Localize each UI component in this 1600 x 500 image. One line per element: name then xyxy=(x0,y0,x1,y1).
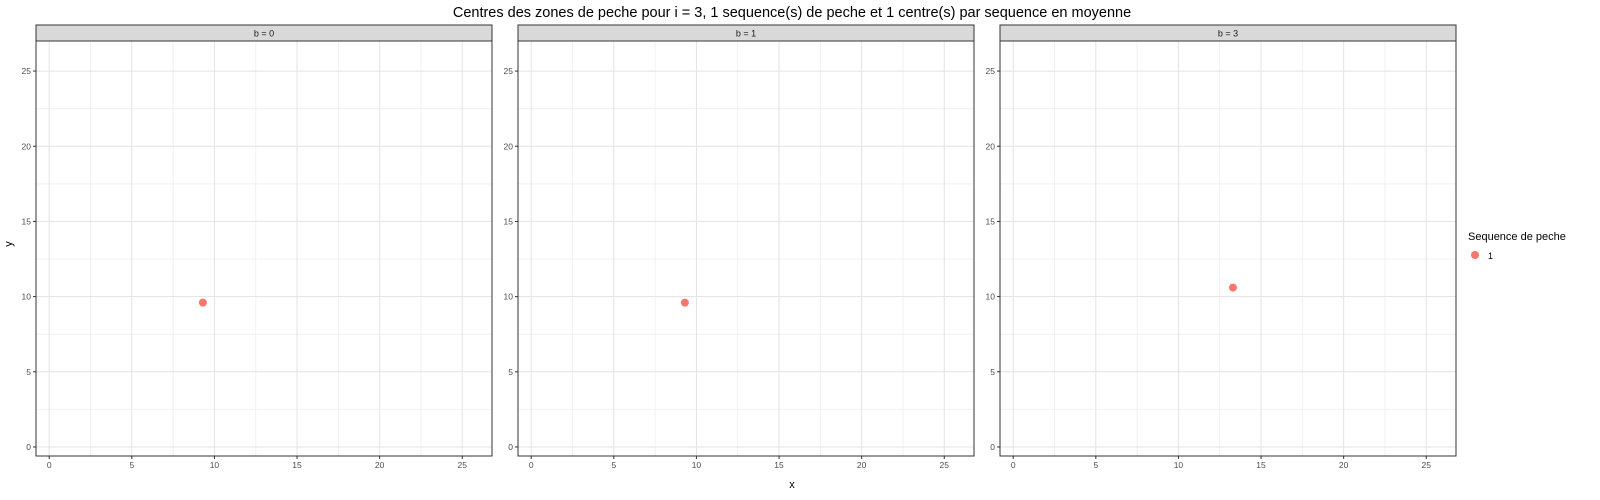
y-tick-label: 0 xyxy=(508,442,513,452)
chart-title: Centres des zones de peche pour i = 3, 1… xyxy=(453,5,1131,21)
legend-title: Sequence de peche xyxy=(1468,231,1566,243)
data-point xyxy=(198,298,207,307)
y-tick-label: 5 xyxy=(990,367,995,377)
x-tick-label: 0 xyxy=(47,460,52,470)
x-tick-label: 25 xyxy=(1422,460,1432,470)
x-tick-label: 15 xyxy=(1256,460,1266,470)
x-tick-label: 20 xyxy=(1339,460,1349,470)
y-tick-label: 15 xyxy=(986,216,996,226)
x-tick-label: 20 xyxy=(375,460,385,470)
facet-strip-label: b = 3 xyxy=(1218,29,1238,39)
facet-panels: b = 0 0 5 10 15 20 25 0 5 10 15 20 25 b = 1 0 5 10 15 20 25… xyxy=(22,24,1457,470)
x-tick-label: 15 xyxy=(292,460,302,470)
x-tick-label: 25 xyxy=(940,460,950,470)
y-tick-label: 15 xyxy=(22,216,32,226)
facet-strip-label: b = 0 xyxy=(254,29,274,39)
y-tick-label: 25 xyxy=(504,66,514,76)
panel-border xyxy=(35,40,493,457)
y-tick-label: 10 xyxy=(22,292,32,302)
plot-background xyxy=(36,41,492,456)
y-tick-label: 10 xyxy=(504,292,514,302)
facet-panel: b = 1 0 5 10 15 20 25 0 5 10 15 20 25 xyxy=(504,24,975,470)
x-tick-label: 0 xyxy=(529,460,534,470)
plot-background xyxy=(1000,41,1456,456)
data-point xyxy=(1228,283,1237,292)
y-tick-label: 0 xyxy=(990,442,995,452)
legend-entries: 1 xyxy=(1471,251,1493,261)
x-axis-label: x xyxy=(789,479,795,491)
y-tick-label: 5 xyxy=(26,367,31,377)
data-point xyxy=(680,298,689,307)
x-tick-label: 20 xyxy=(857,460,867,470)
y-tick-label: 20 xyxy=(22,141,32,151)
y-tick-label: 25 xyxy=(22,66,32,76)
facet-panel: b = 3 0 5 10 15 20 25 0 5 10 15 20 25 xyxy=(986,24,1457,470)
facet-panel: b = 0 0 5 10 15 20 25 0 5 10 15 20 25 xyxy=(22,24,493,470)
panel-border xyxy=(517,40,975,457)
x-tick-label: 0 xyxy=(1011,460,1016,470)
y-tick-label: 0 xyxy=(26,442,31,452)
x-tick-label: 5 xyxy=(1093,460,1098,470)
legend: Sequence de peche 1 xyxy=(1468,231,1566,261)
plot-background xyxy=(518,41,974,456)
x-tick-label: 15 xyxy=(774,460,784,470)
legend-key xyxy=(1471,251,1479,259)
x-tick-label: 10 xyxy=(210,460,220,470)
x-tick-label: 5 xyxy=(611,460,616,470)
y-tick-label: 15 xyxy=(504,216,514,226)
y-tick-label: 10 xyxy=(986,292,996,302)
y-axis-label: y xyxy=(3,241,15,247)
legend-entry-label: 1 xyxy=(1488,251,1493,261)
x-tick-label: 10 xyxy=(692,460,702,470)
x-tick-label: 25 xyxy=(458,460,468,470)
y-tick-label: 20 xyxy=(986,141,996,151)
x-tick-label: 10 xyxy=(1174,460,1184,470)
panel-border xyxy=(999,40,1457,457)
y-tick-label: 5 xyxy=(508,367,513,377)
x-tick-label: 5 xyxy=(129,460,134,470)
y-tick-label: 20 xyxy=(504,141,514,151)
facet-strip-label: b = 1 xyxy=(736,29,756,39)
y-tick-label: 25 xyxy=(986,66,996,76)
